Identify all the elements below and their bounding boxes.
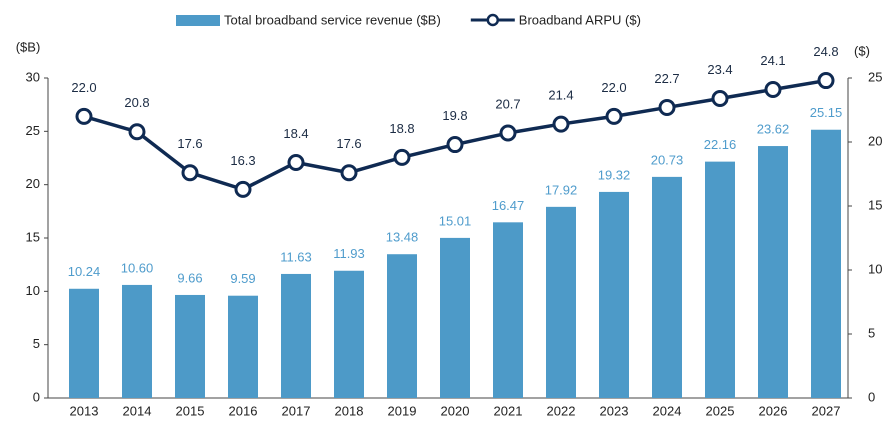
line-value-label: 22.0 [601, 80, 626, 95]
bar-value-label: 22.16 [704, 137, 737, 152]
x-tick-label: 2018 [335, 403, 364, 418]
x-tick-label: 2021 [494, 403, 523, 418]
bar-value-label: 25.15 [810, 105, 843, 120]
x-tick-label: 2016 [229, 403, 258, 418]
y-axis-label: ($B) [16, 39, 41, 54]
bar-value-label: 19.32 [598, 167, 631, 182]
line-value-label: 22.0 [71, 80, 96, 95]
line-value-label: 22.7 [654, 71, 679, 86]
legend-label: Total broadband service revenue ($B) [224, 12, 441, 27]
bar-value-label: 10.24 [68, 264, 101, 279]
line-marker [393, 148, 411, 166]
line-marker [817, 72, 835, 90]
y2-tick-label: 0 [868, 389, 875, 404]
bar-value-label: 15.01 [439, 213, 472, 228]
y2-tick-label: 20 [868, 133, 882, 148]
x-tick-label: 2024 [653, 403, 682, 418]
bar [281, 273, 311, 398]
bar-value-label: 10.60 [121, 260, 154, 275]
y-tick-label: 10 [26, 283, 40, 298]
line-value-label: 17.6 [177, 136, 202, 151]
line-marker [658, 98, 676, 116]
legend-swatch [486, 13, 500, 27]
bar-value-label: 16.47 [492, 198, 525, 213]
y2-tick-label: 10 [868, 261, 882, 276]
line-marker [181, 164, 199, 182]
line-marker [499, 124, 517, 142]
line-marker [605, 107, 623, 125]
legend-swatch [176, 15, 220, 26]
bar-value-label: 20.73 [651, 152, 684, 167]
line-value-label: 24.1 [760, 53, 785, 68]
line-value-label: 18.4 [283, 126, 308, 141]
line-marker [552, 115, 570, 133]
y-tick-label: 20 [26, 176, 40, 191]
x-tick-label: 2017 [282, 403, 311, 418]
bar-value-label: 11.93 [333, 246, 365, 261]
line-value-label: 20.7 [495, 96, 520, 111]
legend-label: Broadband ARPU ($) [519, 12, 641, 27]
line-marker [128, 123, 146, 141]
x-tick-label: 2019 [388, 403, 417, 418]
line-value-label: 20.8 [124, 95, 149, 110]
bar [69, 288, 99, 398]
bar [599, 191, 629, 398]
bar [122, 284, 152, 398]
bar [228, 295, 258, 398]
x-tick-label: 2014 [123, 403, 152, 418]
line-value-label: 18.8 [389, 121, 414, 136]
line-marker [75, 107, 93, 125]
bar [440, 237, 470, 398]
line-value-label: 19.8 [442, 108, 467, 123]
bar-value-label: 13.48 [386, 230, 419, 245]
line-value-label: 24.8 [813, 44, 838, 59]
y-tick-label: 5 [33, 336, 40, 351]
bar [546, 206, 576, 398]
line-marker [446, 136, 464, 154]
line-marker [287, 153, 305, 171]
y2-tick-label: 15 [868, 197, 882, 212]
y-tick-label: 15 [26, 229, 40, 244]
line-value-label: 21.4 [548, 88, 573, 103]
bar [652, 176, 682, 398]
y-tick-label: 0 [33, 389, 40, 404]
bar [175, 294, 205, 398]
bar [705, 161, 735, 398]
line-marker [711, 89, 729, 107]
line-marker [340, 164, 358, 182]
line-marker [234, 180, 252, 198]
bar [758, 146, 788, 398]
y-tick-label: 25 [26, 123, 40, 138]
bar-value-label: 9.59 [230, 271, 255, 286]
x-tick-label: 2022 [547, 403, 576, 418]
y2-tick-label: 5 [868, 325, 875, 340]
x-tick-label: 2020 [441, 403, 470, 418]
bar [811, 129, 841, 398]
bar-value-label: 9.66 [177, 270, 202, 285]
bar [493, 222, 523, 398]
y2-tick-label: 25 [868, 69, 882, 84]
y-tick-label: 30 [26, 69, 40, 84]
y2-axis-label: ($) [854, 43, 870, 58]
x-tick-label: 2027 [812, 403, 841, 418]
line-value-label: 16.3 [230, 153, 255, 168]
bar-value-label: 17.92 [545, 182, 578, 197]
x-tick-label: 2025 [706, 403, 735, 418]
x-tick-label: 2023 [600, 403, 629, 418]
x-tick-label: 2026 [759, 403, 788, 418]
x-tick-label: 2015 [176, 403, 205, 418]
line-marker [764, 81, 782, 99]
x-tick-label: 2013 [70, 403, 99, 418]
bar [387, 254, 417, 398]
bar [334, 270, 364, 398]
line-value-label: 23.4 [707, 62, 732, 77]
line-value-label: 17.6 [336, 136, 361, 151]
bar-value-label: 11.63 [280, 249, 312, 264]
bar-value-label: 23.62 [757, 121, 790, 136]
